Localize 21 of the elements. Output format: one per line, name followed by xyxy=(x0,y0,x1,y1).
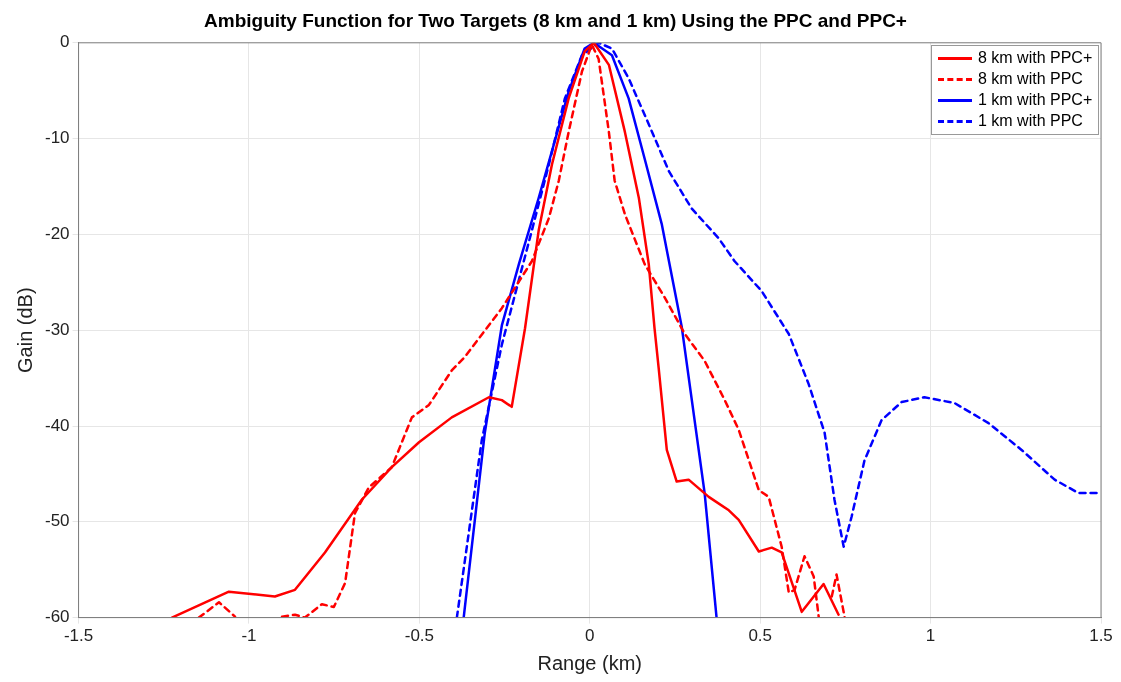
x-tick-label: 0.5 xyxy=(748,626,773,646)
y-tick-label: 0 xyxy=(60,32,70,52)
y-tick-label: -60 xyxy=(44,607,70,627)
y-tick-label: -10 xyxy=(44,128,70,148)
x-tick-label: -0.5 xyxy=(404,626,435,646)
x-tick-label: -1.5 xyxy=(63,626,94,646)
legend-label: 8 km with PPC xyxy=(978,70,1083,89)
y-tick-label: -20 xyxy=(44,224,70,244)
y-tick-label: -50 xyxy=(44,511,70,531)
legend-label: 1 km with PPC xyxy=(978,112,1083,131)
x-tick-label: -1 xyxy=(241,626,257,646)
x-tick-label: 1 xyxy=(925,626,936,646)
y-tick-label: -30 xyxy=(44,319,70,339)
x-tick-label: 1.5 xyxy=(1089,626,1113,646)
chart-title: Ambiguity Function for Two Targets (8 km and 1 km) Using the PPC and PPC+ xyxy=(204,9,907,31)
y-axis-title: Gain (dB) xyxy=(13,287,36,373)
x-tick-label: 0 xyxy=(585,626,595,646)
legend-label: 1 km with PPC+ xyxy=(978,91,1093,110)
y-tick-label: -40 xyxy=(44,415,70,435)
x-axis-title: Range (km) xyxy=(537,651,643,674)
legend-label: 8 km with PPC+ xyxy=(978,49,1093,68)
